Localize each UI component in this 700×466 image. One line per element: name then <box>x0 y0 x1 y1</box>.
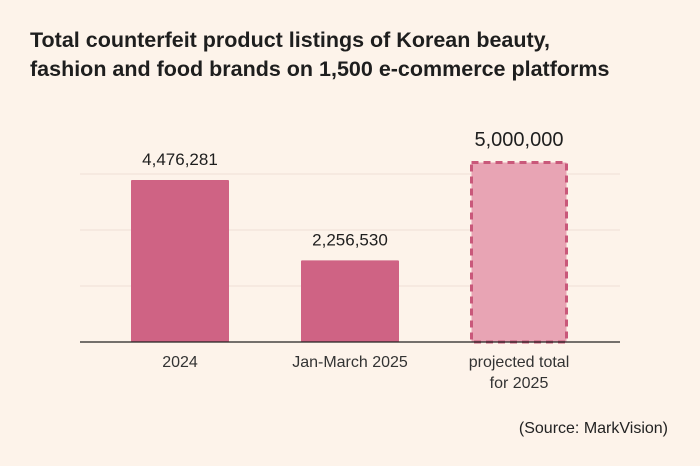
category-label: Jan-March 2025 <box>292 354 408 371</box>
bar-projected <box>470 161 568 344</box>
chart-title: Total counterfeit product listings of Ko… <box>30 26 680 84</box>
data-label: 5,000,000 <box>475 129 564 151</box>
category-label: for 2025 <box>490 375 549 392</box>
category-label: projected total <box>469 354 570 371</box>
title-line-2: fashion and food brands on 1,500 e-comme… <box>30 57 610 81</box>
data-label: 2,256,530 <box>312 230 388 249</box>
bar <box>301 260 399 342</box>
title-line-1: Total counterfeit product listings of Ko… <box>30 28 551 52</box>
source-note: (Source: MarkVision) <box>518 420 668 437</box>
category-label: 2024 <box>162 354 198 371</box>
bar <box>131 179 229 342</box>
data-label: 4,476,281 <box>142 150 218 169</box>
